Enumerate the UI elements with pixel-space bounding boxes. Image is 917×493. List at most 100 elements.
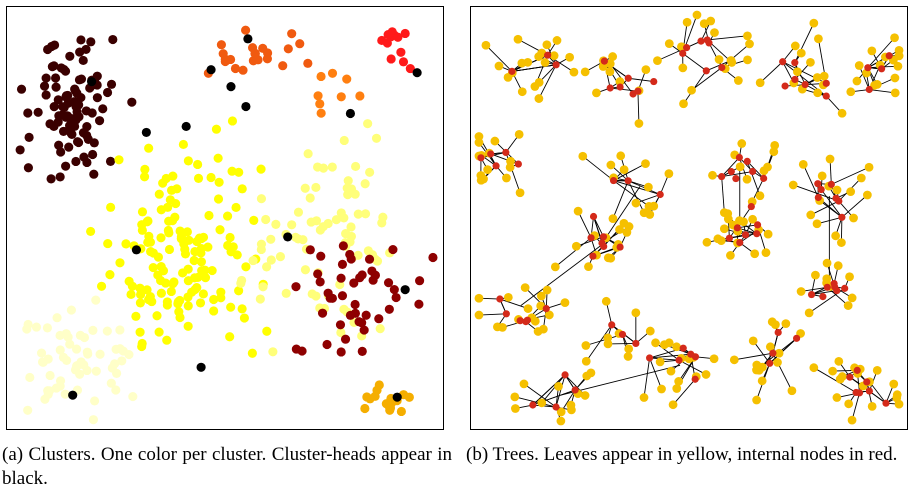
cluster-node	[234, 286, 244, 296]
leaf-node	[735, 216, 744, 226]
cluster-node	[249, 215, 259, 225]
leaf-node	[606, 160, 616, 170]
cluster-node	[214, 177, 224, 187]
leaf-node	[616, 151, 626, 161]
cluster-node	[216, 287, 226, 297]
cluster-node	[56, 147, 66, 157]
cluster-node	[327, 162, 337, 172]
leaf-node	[809, 363, 819, 373]
tree-edge	[514, 396, 557, 408]
internal-node	[606, 84, 614, 92]
cluster-node	[400, 28, 410, 39]
leaf-node	[474, 310, 484, 320]
cluster-node	[52, 313, 62, 323]
leaf-node	[706, 16, 716, 26]
cluster-node	[266, 234, 276, 244]
cluster-node	[24, 132, 34, 142]
internal-node	[650, 77, 658, 86]
cluster-head	[283, 232, 293, 242]
internal-node	[760, 174, 768, 182]
cluster-node	[414, 299, 424, 309]
leaf-node	[752, 395, 761, 405]
tree-edge	[672, 378, 696, 406]
leaf-node	[631, 198, 641, 208]
cluster-node	[287, 220, 297, 230]
leaf-node	[894, 46, 904, 55]
internal-node	[885, 52, 893, 60]
cluster-node	[398, 57, 409, 67]
leaf-node	[523, 304, 533, 313]
tree-edge	[752, 340, 771, 364]
cluster-node	[325, 293, 335, 303]
leaf-node	[890, 33, 899, 43]
cluster-node	[316, 108, 326, 118]
cluster-node	[266, 255, 276, 265]
cluster-node	[66, 128, 76, 139]
cluster-node	[49, 121, 59, 132]
leaf-node	[852, 76, 862, 86]
internal-node	[496, 295, 504, 303]
tree-edge	[637, 91, 640, 124]
tree-edge	[576, 236, 604, 247]
leaf-node	[837, 372, 847, 381]
leaf-node	[867, 402, 877, 411]
tree-edge	[801, 286, 828, 292]
cluster-node	[117, 356, 127, 366]
internal-node	[624, 177, 632, 185]
cluster-node	[176, 234, 186, 244]
leaf-node	[755, 191, 765, 201]
internal-node	[587, 234, 595, 242]
leaf-node	[845, 272, 854, 282]
cluster-node	[15, 145, 25, 155]
cluster-node	[173, 297, 183, 307]
leaf-node	[798, 159, 808, 169]
cluster-node	[331, 215, 341, 225]
cluster-node	[298, 235, 308, 245]
cluster-node	[415, 276, 425, 286]
leaf-node	[474, 138, 484, 147]
cluster-node	[111, 385, 121, 395]
leaf-node	[889, 379, 899, 389]
cluster-node	[313, 91, 323, 101]
internal-node	[616, 243, 624, 251]
cluster-head	[141, 127, 151, 137]
cluster-node	[226, 302, 236, 312]
cluster-node	[353, 209, 363, 219]
internal-node	[749, 167, 757, 176]
tree-edge	[555, 237, 592, 268]
cluster-node	[196, 248, 206, 258]
leaf-node	[735, 162, 745, 172]
cluster-node	[206, 172, 216, 183]
leaf-node	[517, 58, 527, 68]
leaf-node	[571, 241, 581, 251]
leaf-node	[494, 61, 504, 71]
internal-node	[846, 373, 854, 381]
leaf-node	[619, 165, 629, 175]
leaf-node	[655, 357, 665, 367]
internal-node	[508, 67, 516, 75]
cluster-node	[61, 112, 71, 122]
leaf-node	[890, 88, 900, 98]
cluster-head	[131, 245, 141, 255]
cluster-node	[355, 273, 365, 283]
cluster-head	[412, 68, 422, 78]
internal-node	[702, 67, 710, 75]
cluster-node	[339, 135, 349, 146]
cluster-node	[337, 259, 348, 269]
leaf-node	[490, 136, 500, 146]
cluster-node	[36, 348, 47, 358]
leaf-node	[517, 87, 527, 97]
internal-node	[600, 242, 608, 251]
leaf-node	[787, 386, 797, 396]
tree-edge	[532, 374, 566, 406]
internal-node	[718, 63, 726, 72]
tree-edge	[831, 166, 870, 185]
leaf-node	[520, 283, 530, 292]
internal-node	[552, 403, 560, 411]
cluster-node	[23, 319, 33, 330]
cluster-head	[196, 362, 206, 372]
cluster-node	[345, 310, 356, 320]
tree-edge	[851, 392, 860, 421]
leaf-node	[819, 71, 829, 81]
leaf-node	[605, 67, 615, 77]
